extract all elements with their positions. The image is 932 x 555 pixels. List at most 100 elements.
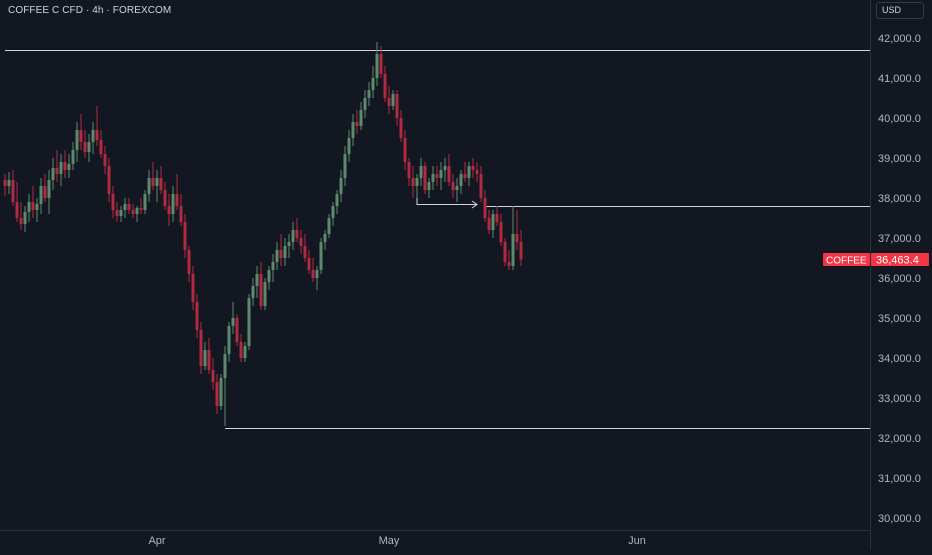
candle[interactable] [511, 234, 515, 266]
candle[interactable] [247, 298, 251, 346]
candle[interactable] [407, 162, 411, 178]
candle[interactable] [119, 210, 123, 216]
candle[interactable] [519, 242, 523, 260]
candle[interactable] [347, 138, 351, 154]
candle[interactable] [87, 142, 91, 152]
candle[interactable] [327, 218, 331, 234]
candle[interactable] [487, 218, 491, 230]
candle[interactable] [399, 118, 403, 138]
candle[interactable] [203, 350, 207, 366]
candle[interactable] [331, 206, 335, 218]
candle[interactable] [55, 168, 59, 174]
candle[interactable] [271, 262, 275, 270]
candle[interactable] [375, 54, 379, 78]
candle[interactable] [147, 178, 151, 194]
candle[interactable] [47, 180, 51, 198]
price-axis[interactable]: 30,000.0 31,000.0 32,000.0 33,000.0 34,000.0… [878, 33, 921, 525]
candle[interactable] [515, 234, 519, 242]
candle[interactable] [483, 198, 487, 218]
candle[interactable] [95, 130, 99, 140]
candle[interactable] [179, 206, 183, 222]
candle[interactable] [287, 242, 291, 246]
candle[interactable] [187, 250, 191, 274]
candle[interactable] [499, 222, 503, 242]
candle[interactable] [275, 250, 279, 262]
candle[interactable] [431, 174, 435, 182]
candle[interactable] [27, 202, 31, 212]
candle[interactable] [151, 178, 155, 186]
candle[interactable] [199, 330, 203, 366]
candle[interactable] [207, 350, 211, 370]
candle[interactable] [215, 382, 219, 406]
candle[interactable] [239, 342, 243, 358]
candle[interactable] [391, 94, 395, 106]
candle[interactable] [395, 94, 399, 118]
candle[interactable] [75, 130, 79, 150]
candle[interactable] [475, 170, 479, 174]
candle[interactable] [183, 222, 187, 250]
candle[interactable] [19, 218, 23, 224]
arrow-line[interactable] [416, 196, 477, 205]
candle[interactable] [299, 238, 303, 246]
candle[interactable] [31, 202, 35, 210]
candle[interactable] [339, 178, 343, 194]
candle[interactable] [303, 246, 307, 258]
candle[interactable] [39, 186, 43, 204]
candle[interactable] [267, 270, 271, 282]
candle[interactable] [223, 354, 227, 378]
candle[interactable] [11, 180, 15, 202]
candle[interactable] [115, 210, 119, 216]
candle[interactable] [479, 174, 483, 198]
candle[interactable] [423, 166, 427, 190]
candle[interactable] [251, 286, 255, 298]
candle[interactable] [427, 182, 431, 190]
candle[interactable] [355, 122, 359, 126]
candle[interactable] [195, 302, 199, 330]
candle[interactable] [135, 208, 139, 214]
candle[interactable] [127, 204, 131, 210]
plot-area[interactable] [3, 42, 871, 429]
candle[interactable] [15, 202, 19, 218]
candle[interactable] [43, 186, 47, 198]
candle[interactable] [507, 262, 511, 266]
candle[interactable] [167, 206, 171, 214]
time-axis[interactable]: Apr May Jun [148, 535, 645, 547]
candle[interactable] [235, 318, 239, 342]
candle[interactable] [291, 230, 295, 242]
candle[interactable] [263, 282, 267, 306]
candle[interactable] [107, 166, 111, 194]
candle[interactable] [351, 122, 355, 138]
candle[interactable] [231, 318, 235, 326]
candle[interactable] [367, 90, 371, 98]
candle[interactable] [307, 258, 311, 270]
candle[interactable] [419, 166, 423, 178]
candle[interactable] [439, 170, 443, 178]
candle[interactable] [387, 98, 391, 106]
candle[interactable] [319, 242, 323, 270]
candle[interactable] [323, 234, 327, 242]
candle[interactable] [383, 74, 387, 98]
candle[interactable] [363, 98, 367, 110]
candle[interactable] [463, 174, 467, 178]
candle[interactable] [471, 166, 475, 170]
candle[interactable] [103, 154, 107, 166]
candle[interactable] [495, 214, 499, 222]
candle[interactable] [99, 140, 103, 154]
candle[interactable] [83, 142, 87, 152]
candle[interactable] [159, 178, 163, 190]
candle[interactable] [411, 178, 415, 186]
candle[interactable] [451, 182, 455, 190]
candle[interactable] [91, 130, 95, 142]
candle[interactable] [67, 164, 71, 170]
candle[interactable] [295, 230, 299, 238]
candle[interactable] [415, 178, 419, 186]
candle[interactable] [143, 194, 147, 210]
candle[interactable] [191, 274, 195, 302]
candle[interactable] [403, 138, 407, 162]
candle[interactable] [227, 326, 231, 354]
candle[interactable] [435, 174, 439, 178]
candle[interactable] [79, 130, 83, 142]
candle[interactable] [443, 166, 447, 170]
candle[interactable] [503, 242, 507, 262]
